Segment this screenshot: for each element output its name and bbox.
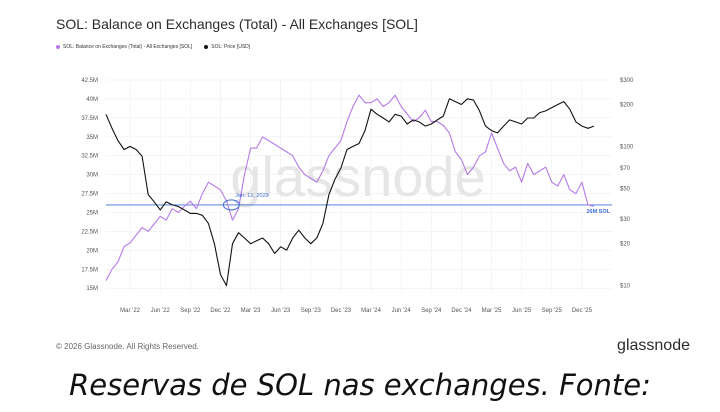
- legend-item-balance[interactable]: SOL: Balance on Exchanges (Total) - All …: [56, 44, 192, 50]
- left-tick-label: 42.5M: [81, 78, 98, 84]
- left-tick-label: 40M: [86, 97, 98, 103]
- right-tick-label: $20: [620, 242, 631, 248]
- x-tick-label: Dec '23: [331, 308, 352, 314]
- right-tick-label: $10: [620, 284, 631, 290]
- left-tick-label: 22.5M: [81, 229, 98, 235]
- series-lines: [105, 94, 595, 287]
- x-tick-label: Sep '23: [301, 308, 322, 314]
- reference-line-group: 26M SOL: [106, 204, 612, 215]
- series-line-price: [105, 98, 595, 287]
- reference-line-label: 26M SOL: [586, 209, 610, 215]
- legend-dot-balance-icon: [56, 45, 60, 49]
- x-tick-label: Sep '25: [542, 308, 563, 314]
- footer-copyright: © 2026 Glassnode. All Rights Reserved.: [56, 342, 199, 351]
- watermark-text: glassnode: [230, 145, 485, 208]
- left-tick-label: 27.5M: [81, 192, 98, 198]
- legend-label-balance: SOL: Balance on Exchanges (Total) - All …: [63, 44, 193, 50]
- left-tick-label: 32.5M: [81, 154, 98, 160]
- right-tick-label: $70: [620, 166, 631, 172]
- x-tick-label: Mar '23: [241, 308, 261, 314]
- x-tick-label: Jun '25: [512, 308, 532, 314]
- legend: SOL: Balance on Exchanges (Total) - All …: [56, 44, 250, 50]
- x-tick-label: Jun '23: [271, 308, 291, 314]
- x-tick-label: Dec '24: [451, 308, 472, 314]
- annotation-circle: [222, 199, 240, 211]
- x-tick-label: Mar '22: [120, 308, 140, 314]
- left-tick-label: 20M: [86, 248, 98, 254]
- grid: [106, 79, 612, 292]
- left-axis-ticks: 15M 17.5M 20M 22.5M 25M 27.5M 30M 32.5M 35M 37.5M…: [81, 78, 98, 292]
- legend-dot-price-icon: [204, 45, 209, 49]
- x-tick-label: Jun '24: [392, 308, 412, 314]
- right-tick-label: $100: [620, 144, 634, 150]
- chart-title: SOL: Balance on Exchanges (Total) - All …: [56, 16, 418, 32]
- x-tick-label: Dec '25: [572, 308, 593, 314]
- x-tick-label: Jun '22: [151, 308, 171, 314]
- x-tick-label: Sep '22: [180, 308, 201, 314]
- annotation-label: Jan. 12, 2023: [235, 193, 268, 199]
- x-tick-label: Dec '22: [210, 308, 231, 314]
- left-tick-label: 15M: [86, 286, 98, 292]
- chart-svg: glassnode 15M 17.5M 20M 22.5M 25M 27.5M 30M 32.…: [81, 78, 634, 314]
- right-axis-ticks: $10 $20 $30 $50 $70 $100 $200 $300: [620, 78, 634, 290]
- right-tick-label: $300: [620, 78, 634, 84]
- legend-label-price: SOL: Price [USD]: [211, 44, 251, 50]
- right-tick-label: $50: [620, 186, 631, 192]
- image-caption: Reservas de SOL nas exchanges. Fonte:: [69, 368, 651, 402]
- x-tick-label: Mar '25: [482, 308, 502, 314]
- legend-item-price[interactable]: SOL: Price [USD]: [204, 44, 250, 50]
- right-tick-label: $200: [620, 103, 634, 109]
- brand-logo-text: glassnode: [617, 337, 690, 354]
- left-tick-label: 37.5M: [81, 116, 98, 122]
- x-axis-ticks: Mar '22 Jun '22 Sep '22 Dec '22 Mar '23 Jun '…: [120, 308, 592, 314]
- right-tick-label: $30: [620, 217, 631, 223]
- x-tick-label: Sep '24: [421, 308, 442, 314]
- left-tick-label: 17.5M: [81, 267, 98, 273]
- left-tick-label: 30M: [86, 173, 98, 179]
- left-tick-label: 25M: [86, 211, 98, 217]
- x-tick-label: Mar '24: [361, 308, 381, 314]
- left-tick-label: 35M: [86, 135, 98, 141]
- annotation-group: Jan. 12, 2023: [222, 193, 269, 211]
- series-line-balance: [105, 94, 595, 281]
